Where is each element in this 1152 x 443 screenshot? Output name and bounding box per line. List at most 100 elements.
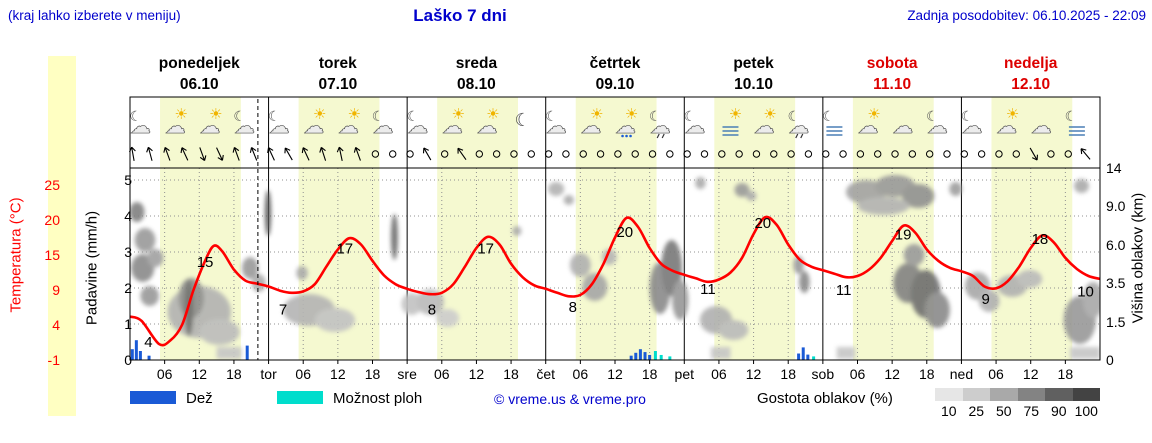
cloud-blob xyxy=(799,271,810,293)
svg-text:☀: ☀ xyxy=(763,106,776,123)
cloud-icon: ☁ xyxy=(1030,115,1052,139)
moon-cloud-icon: ☾☁ xyxy=(545,108,567,138)
wind-calm-icon xyxy=(475,150,484,158)
cloud-height-tick: 14 xyxy=(1106,160,1122,176)
svg-text:☁: ☁ xyxy=(650,115,671,138)
wind-calm-icon xyxy=(891,150,899,158)
rain-bar xyxy=(806,354,810,360)
svg-text:☁: ☁ xyxy=(165,115,186,138)
svg-text:☀: ☀ xyxy=(209,106,222,123)
cloud-blob xyxy=(416,289,445,315)
wind-arrow-icon xyxy=(1080,148,1091,160)
rain-bar xyxy=(629,355,633,360)
wind-calm-icon xyxy=(648,150,657,158)
page-title: Laško 7 dni xyxy=(413,6,507,25)
cloud-height-tick: 3.5 xyxy=(1106,275,1126,292)
time-axis-label: 06 xyxy=(156,366,173,382)
wind-calm-icon xyxy=(631,150,639,158)
svg-text:☀: ☀ xyxy=(867,106,880,123)
temperature-value-labels: 4 15 7 17 8 17 8 20 11 20 11 19 9 18 10 xyxy=(144,215,1094,351)
cloud-blob xyxy=(563,195,575,205)
temperature-curve xyxy=(130,215,1100,347)
precipitation-tick: 2 xyxy=(124,280,132,296)
time-axis-label: 06 xyxy=(295,366,311,382)
day-header-sreda: sreda 08.10 xyxy=(456,53,497,95)
wind-calm-icon xyxy=(822,150,830,158)
credit-link[interactable]: © vreme.us & vreme.pro xyxy=(494,391,646,407)
svg-text:☾: ☾ xyxy=(1065,108,1078,124)
cloud-blob xyxy=(548,182,565,196)
cloud-density-step xyxy=(1017,388,1045,401)
day-header-četrtek: četrtek 09.10 xyxy=(590,53,641,95)
low-cloud-band xyxy=(216,347,242,359)
day-name: ponedeljek xyxy=(158,55,240,72)
low-cloud-band xyxy=(1069,347,1100,359)
day-name: sreda xyxy=(455,55,498,72)
day-header-ponedeljek: ponedeljek 06.10 xyxy=(159,53,240,95)
rain-bar xyxy=(245,345,249,360)
wind-symbols-row xyxy=(128,146,1091,162)
wind-calm-icon xyxy=(874,150,882,158)
time-axis-label: 12 xyxy=(1022,366,1039,382)
rain-legend-label: Dež xyxy=(186,390,213,407)
svg-text:☾: ☾ xyxy=(268,108,281,124)
cloud-blob xyxy=(242,257,259,279)
cloud-blob xyxy=(134,228,156,252)
moon-cloud-icon: ☾☁ xyxy=(268,108,290,138)
moon-fog-icon: ☾ xyxy=(1065,108,1085,136)
temperature-value-label: 7 xyxy=(279,302,287,319)
svg-text:☾: ☾ xyxy=(822,108,835,124)
wind-calm-icon xyxy=(596,150,605,158)
wind-arrow-icon xyxy=(301,147,310,161)
time-axis-label: čet xyxy=(536,366,556,382)
cloud-blob xyxy=(672,280,689,320)
svg-text:☁: ☁ xyxy=(580,115,601,138)
cloud-blob xyxy=(734,183,750,197)
time-axis-label: pet xyxy=(674,366,695,382)
wind-calm-icon xyxy=(492,150,501,158)
wind-calm-icon xyxy=(977,150,986,158)
svg-text:☁: ☁ xyxy=(199,115,220,138)
wind-calm-icon xyxy=(718,150,726,158)
svg-text:☾: ☾ xyxy=(961,108,974,124)
rain-bar xyxy=(130,349,134,360)
svg-text:☁: ☁ xyxy=(338,115,359,138)
wind-calm-icon xyxy=(1064,150,1072,158)
svg-text:☀: ☀ xyxy=(625,106,638,123)
cloud-blob xyxy=(436,309,460,327)
svg-text:☀: ☀ xyxy=(348,106,361,123)
cloud-density-step-label: 100 xyxy=(1074,403,1098,419)
wind-calm-icon xyxy=(752,150,761,158)
wind-arrow-icon xyxy=(180,147,189,161)
cloud-blob xyxy=(1074,179,1090,193)
temperature-value-label: 4 xyxy=(144,334,152,351)
svg-text:☁: ☁ xyxy=(234,115,255,138)
time-axis-label: 12 xyxy=(468,366,485,382)
wind-calm-icon xyxy=(995,150,1003,158)
svg-text:☾: ☾ xyxy=(684,108,697,124)
time-axis-label: 12 xyxy=(745,366,762,382)
wind-calm-icon xyxy=(960,150,969,158)
time-axis-label: 18 xyxy=(918,366,935,382)
rain-bar xyxy=(638,349,642,360)
cloud-blob xyxy=(901,184,935,208)
wind-calm-icon xyxy=(579,150,587,158)
wind-calm-icon xyxy=(804,150,813,158)
wind-arrow-icon xyxy=(216,147,224,161)
sun-fog-icon: ☀ xyxy=(722,106,742,136)
temperature-value-label: 11 xyxy=(700,281,716,298)
svg-text:☾: ☾ xyxy=(787,108,800,124)
svg-text:☁: ☁ xyxy=(269,115,290,138)
wind-arrow-icon xyxy=(249,147,258,161)
moon-drizzle-icon: ☾☁ xyxy=(787,108,809,138)
cloud-density-step xyxy=(935,388,963,401)
temperature-tick: 4 xyxy=(52,317,60,333)
precipitation-tick: 3 xyxy=(124,244,132,260)
precipitation-tick: 1 xyxy=(124,316,132,332)
cloud-density-step xyxy=(1072,388,1100,401)
low-cloud-band xyxy=(836,347,856,359)
temperature-value-label: 11 xyxy=(836,282,852,299)
shower-bar xyxy=(668,356,672,360)
svg-text:☁: ☁ xyxy=(788,115,809,138)
